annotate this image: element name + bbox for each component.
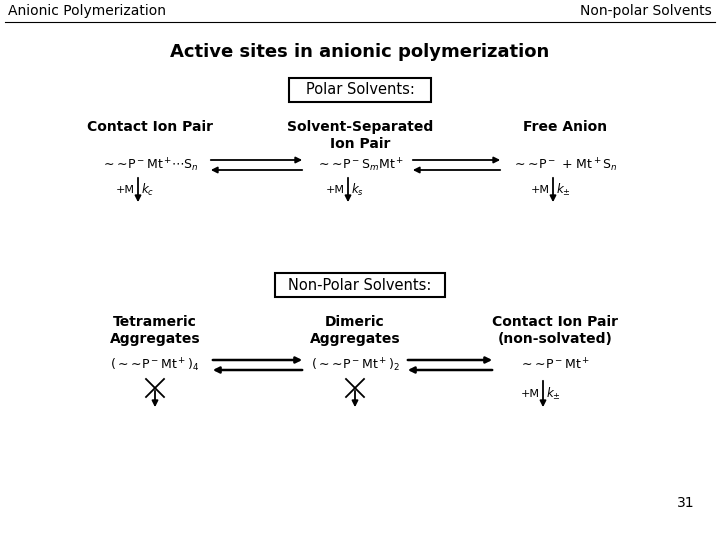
Text: Contact Ion Pair
(non-solvated): Contact Ion Pair (non-solvated) <box>492 315 618 346</box>
Text: Non-Polar Solvents:: Non-Polar Solvents: <box>288 278 432 293</box>
Text: ($\sim\!\sim\!$P$^-$Mt$^+$)$_4$: ($\sim\!\sim\!$P$^-$Mt$^+$)$_4$ <box>110 356 199 374</box>
Text: $\sim\!\sim\!$P$^-$S$_m$Mt$^+$: $\sim\!\sim\!$P$^-$S$_m$Mt$^+$ <box>316 156 404 174</box>
Text: Polar Solvents:: Polar Solvents: <box>305 83 415 98</box>
Text: Free Anion: Free Anion <box>523 120 607 134</box>
Text: $k_{\pm}$: $k_{\pm}$ <box>546 386 561 402</box>
Text: +M: +M <box>326 185 345 195</box>
Text: $\sim\!\sim\!$P$^-$ + Mt$^+$S$_n$: $\sim\!\sim\!$P$^-$ + Mt$^+$S$_n$ <box>512 156 618 174</box>
Text: Non-polar Solvents: Non-polar Solvents <box>580 4 712 18</box>
Text: $\sim\!\sim\!$P$^-$Mt$^+$: $\sim\!\sim\!$P$^-$Mt$^+$ <box>519 357 590 373</box>
Text: $\sim\!\sim\!$P$^-$Mt$^+\!\cdots$S$_n$: $\sim\!\sim\!$P$^-$Mt$^+\!\cdots$S$_n$ <box>101 156 199 174</box>
Text: +M: +M <box>521 389 540 399</box>
Text: Active sites in anionic polymerization: Active sites in anionic polymerization <box>171 43 549 61</box>
Text: Tetrameric
Aggregates: Tetrameric Aggregates <box>109 315 200 346</box>
FancyBboxPatch shape <box>275 273 445 297</box>
FancyBboxPatch shape <box>289 78 431 102</box>
Text: $k_c$: $k_c$ <box>141 182 154 198</box>
Text: +M: +M <box>116 185 135 195</box>
Text: +M: +M <box>531 185 550 195</box>
Text: Anionic Polymerization: Anionic Polymerization <box>8 4 166 18</box>
Text: $k_s$: $k_s$ <box>351 182 364 198</box>
Text: 31: 31 <box>678 496 695 510</box>
Text: $k_{\pm}$: $k_{\pm}$ <box>556 182 571 198</box>
Text: Contact Ion Pair: Contact Ion Pair <box>87 120 213 134</box>
Text: ($\sim\!\sim\!$P$^-$Mt$^+$)$_2$: ($\sim\!\sim\!$P$^-$Mt$^+$)$_2$ <box>310 356 400 374</box>
Text: Dimeric
Aggregates: Dimeric Aggregates <box>310 315 400 346</box>
Text: Solvent-Separated
Ion Pair: Solvent-Separated Ion Pair <box>287 120 433 151</box>
